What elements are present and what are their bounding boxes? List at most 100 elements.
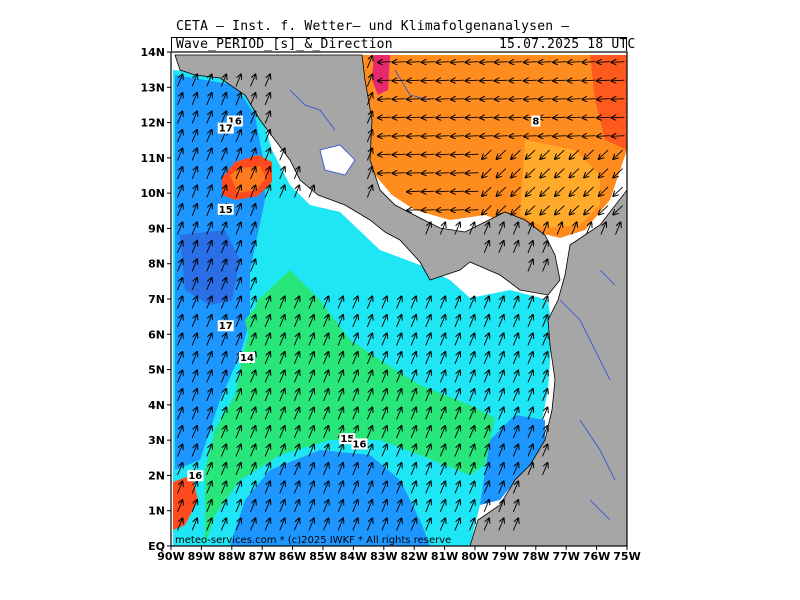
river-1 [289,69,616,521]
wave-arrow [191,408,197,420]
wave-arrow [337,371,343,383]
wave-arrow [539,80,552,81]
wave-arrow [498,352,504,365]
wave-arrow [235,260,241,272]
contour-label-bg [217,203,234,215]
lake-nicaragua [319,144,356,176]
contour-label-bg [187,470,204,482]
lon-tick-label: 76W [583,550,610,563]
lat-tick-label: 14N [140,46,165,59]
wave-arrow [396,426,402,439]
wave-arrow [568,80,581,81]
wave-arrow [220,334,226,346]
wave-arrow [279,315,285,328]
lon-tick-label: 86W [279,550,306,563]
wave-arrow [425,352,431,365]
wave-arrow [337,445,343,457]
wave-arrow [177,315,183,328]
wave-arrow [454,371,460,383]
wave-arrow [191,93,197,106]
wave-arrow [527,389,533,402]
wave-arrow [366,56,372,69]
wave-arrow [293,389,299,402]
wave-arrow [542,223,548,235]
wave-arrow [613,186,623,196]
wave-arrow [393,136,406,137]
wave-arrow [308,408,314,420]
wave-arrow [526,186,536,196]
wave-arrow [410,408,416,420]
wave-arrow [597,117,610,118]
wave-arrow [584,149,594,159]
wave-arrow [366,371,372,383]
wave-arrow [410,371,416,383]
wave-arrow [407,99,421,100]
lon-tick-label: 80W [461,550,488,563]
wave-arrow [250,408,256,420]
wave-arrow [555,168,565,178]
wave-arrow [177,482,183,494]
wave-arrow [250,519,256,531]
wave-arrow [177,75,183,87]
contour-label: 14 [240,353,254,364]
wave-arrow [439,445,445,457]
wave-arrow [407,210,421,211]
wave-arrow [540,149,550,159]
wave-arrow [436,191,450,192]
wave-arrow [337,463,343,476]
wave-arrow [498,297,504,309]
wave-arrow [436,80,450,81]
wave-arrow [352,463,358,476]
wave-arrow [235,204,241,217]
wave-arrow [497,186,507,196]
wave-arrow [279,297,285,309]
wave-arrow [366,297,372,309]
wave-arrow [220,260,226,272]
wave-arrow [407,80,421,81]
lat-tick-label: 3N [148,434,165,447]
wave-arrow [366,186,372,198]
lat-tick-label: 7N [148,293,165,306]
wave-arrow [220,223,226,235]
wave-arrow [220,352,226,365]
wave-arrow [279,352,285,365]
wave-arrow [597,80,610,81]
wave-arrow [425,426,431,439]
wave-arrow [498,500,504,513]
wave-arrow [177,186,183,198]
wave-arrow [483,334,489,346]
wave-arrow [512,408,518,420]
wave-arrow [511,149,521,159]
wave-arrow [497,149,507,159]
wave-arrow [308,519,314,531]
wave-arrow [410,463,416,476]
wave-arrow [454,223,460,235]
wave-arrow [381,463,387,476]
map-title: CETA – Inst. f. Wetter– und Klimafolgena… [176,19,570,34]
wave-arrow [584,168,594,178]
wave-arrow [206,389,212,402]
wave-arrow [250,130,256,143]
lat-tick-label: 10N [140,187,165,200]
wave-arrow [191,315,197,328]
wave-arrow [425,408,431,420]
wave-arrow [466,191,479,192]
wave-arrow [451,62,464,63]
wave-arrow [570,149,580,159]
wave-arrow [366,315,372,328]
wave-arrow [393,117,406,118]
wave-arrow [220,445,226,457]
wave-arrow [352,389,358,402]
wave-arrow [526,149,536,159]
wave-arrow [177,500,183,513]
wave-arrow [511,168,521,178]
copyright-text: meteo-services.com * (c)2025 IWKF * All … [175,535,451,546]
wave-arrow [264,445,270,457]
wave-arrow [293,352,299,365]
wave-arrow [177,519,183,531]
contour-label: 16 [188,471,202,482]
wave-arrow [220,75,226,87]
wave-arrow [191,130,197,143]
wave-arrow [439,408,445,420]
